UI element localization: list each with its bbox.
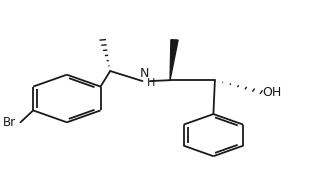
Text: Br: Br xyxy=(3,116,16,129)
Polygon shape xyxy=(170,40,178,80)
Text: H: H xyxy=(147,78,156,88)
Text: N: N xyxy=(140,67,149,80)
Text: OH: OH xyxy=(263,86,282,99)
